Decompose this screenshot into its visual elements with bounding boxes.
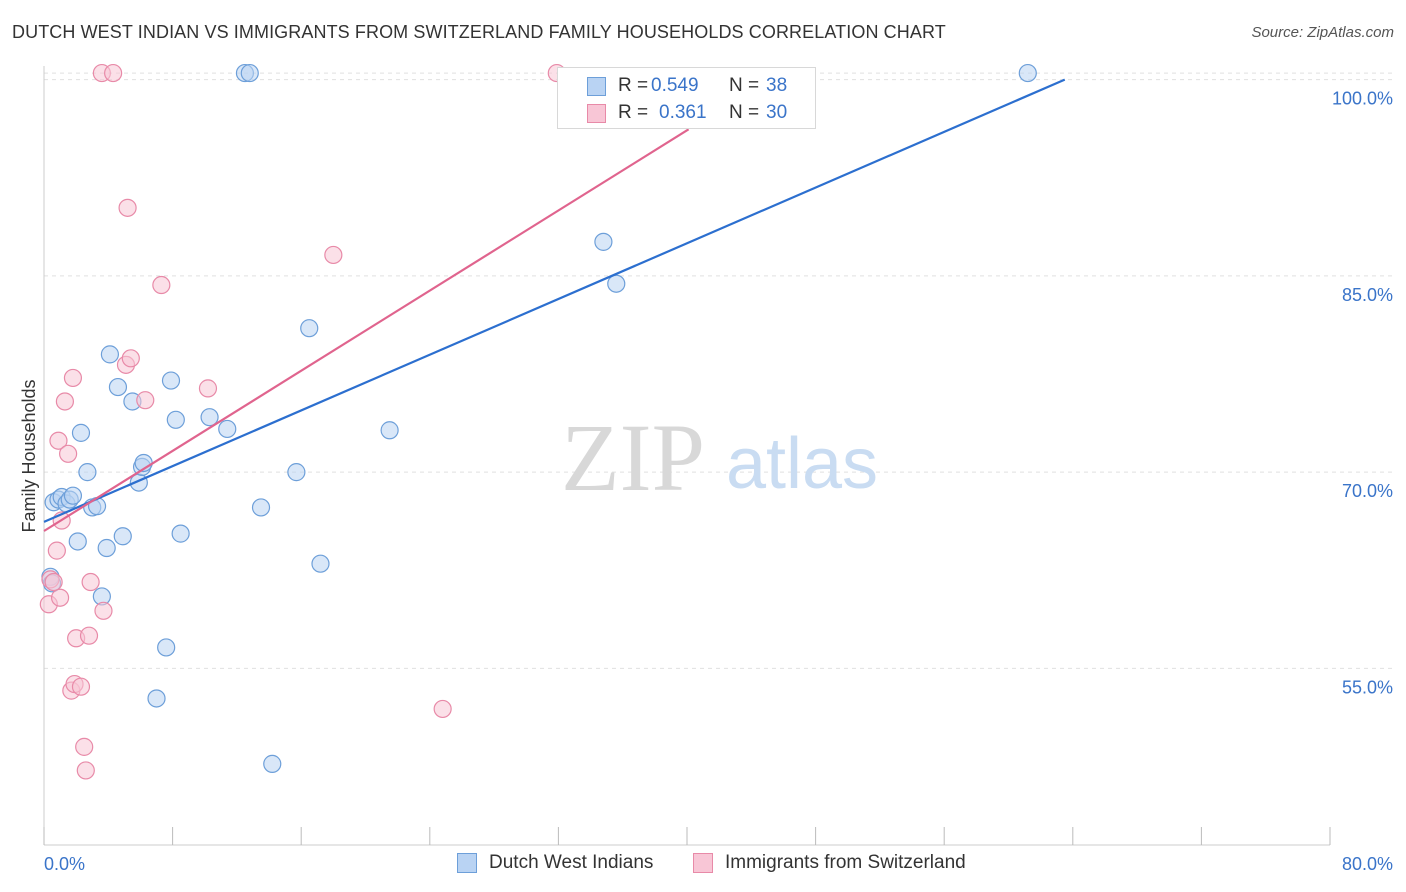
point-immigrants-from-switzerland[interactable] — [94, 601, 113, 620]
n-label: N = — [729, 102, 760, 123]
point-immigrants-from-switzerland[interactable] — [71, 677, 91, 696]
point-immigrants-from-switzerland[interactable] — [104, 63, 123, 83]
point-dutch-west-indians[interactable] — [263, 754, 282, 773]
blue-swatch — [587, 77, 606, 96]
chart-title: DUTCH WEST INDIAN VS IMMIGRANTS FROM SWI… — [12, 22, 946, 42]
point-immigrants-from-switzerland[interactable] — [50, 588, 70, 607]
point-immigrants-from-switzerland[interactable] — [81, 572, 100, 592]
pink-swatch — [587, 104, 606, 123]
point-dutch-west-indians[interactable] — [147, 689, 166, 708]
watermark: ZIP atlas — [561, 404, 878, 511]
point-immigrants-from-switzerland[interactable] — [79, 626, 99, 645]
data-points — [39, 63, 1037, 780]
y-tick-label: 85.0% — [1342, 285, 1393, 305]
point-immigrants-from-switzerland[interactable] — [136, 391, 155, 410]
source-label: Source: ZipAtlas.com — [1251, 24, 1394, 41]
point-dutch-west-indians[interactable] — [380, 421, 399, 440]
point-immigrants-from-switzerland[interactable] — [55, 392, 74, 411]
point-dutch-west-indians[interactable] — [240, 63, 259, 83]
point-immigrants-from-switzerland[interactable] — [121, 349, 140, 368]
point-dutch-west-indians[interactable] — [68, 532, 87, 551]
correlation-legend: R = 0.549 N = 38 R = 0.361 N = 30 — [557, 67, 816, 129]
x-tick-label: 0.0% — [44, 854, 85, 874]
point-immigrants-from-switzerland[interactable] — [433, 699, 452, 719]
point-immigrants-from-switzerland[interactable] — [44, 572, 63, 592]
n-value: 30 — [766, 102, 788, 123]
point-dutch-west-indians[interactable] — [161, 371, 181, 390]
legend-label: Immigrants from Switzerland — [725, 852, 966, 873]
r-label: R = — [618, 75, 649, 96]
point-immigrants-from-switzerland[interactable] — [118, 198, 137, 217]
point-dutch-west-indians[interactable] — [251, 498, 271, 517]
x-tick-label: 80.0% — [1342, 854, 1393, 874]
tick-labels: 55.0% 70.0% 85.0% 100.0% 0.0% 80.0% — [44, 89, 1393, 874]
r-value: 0.549 — [651, 75, 699, 96]
point-dutch-west-indians[interactable] — [78, 463, 97, 482]
point-immigrants-from-switzerland[interactable] — [59, 444, 78, 463]
trend-line-dutch-west-indians — [43, 78, 1066, 523]
point-dutch-west-indians[interactable] — [157, 638, 176, 657]
point-dutch-west-indians[interactable] — [218, 419, 237, 439]
point-dutch-west-indians[interactable] — [300, 319, 319, 338]
point-dutch-west-indians[interactable] — [607, 274, 626, 293]
trend-lines — [43, 78, 1066, 532]
y-tick-label: 100.0% — [1332, 89, 1393, 109]
point-immigrants-from-switzerland[interactable] — [49, 431, 68, 450]
point-immigrants-from-switzerland[interactable] — [324, 245, 343, 265]
n-label: N = — [729, 75, 760, 96]
y-tick-label: 70.0% — [1342, 481, 1393, 501]
gridlines — [44, 72, 1395, 669]
point-immigrants-from-switzerland[interactable] — [76, 761, 95, 780]
r-value: 0.361 — [659, 102, 707, 123]
y-axis-label: Family Households — [19, 379, 39, 532]
point-dutch-west-indians[interactable] — [200, 408, 219, 427]
point-dutch-west-indians[interactable] — [87, 497, 107, 516]
point-immigrants-from-switzerland[interactable] — [198, 379, 218, 398]
point-dutch-west-indians[interactable] — [287, 463, 306, 482]
axes — [43, 66, 1331, 846]
point-dutch-west-indians[interactable] — [1018, 63, 1037, 83]
point-immigrants-from-switzerland[interactable] — [47, 541, 66, 560]
legend-row-pink: R = 0.361 N = 30 — [558, 101, 815, 127]
point-dutch-west-indians[interactable] — [71, 423, 91, 442]
point-dutch-west-indians[interactable] — [63, 486, 83, 505]
watermark-atlas: atlas — [726, 424, 878, 504]
pink-swatch — [693, 853, 713, 873]
n-value: 38 — [766, 75, 788, 96]
legend-label: Dutch West Indians — [489, 852, 654, 873]
point-dutch-west-indians[interactable] — [108, 377, 128, 397]
point-dutch-west-indians[interactable] — [100, 345, 120, 364]
point-immigrants-from-switzerland[interactable] — [63, 368, 83, 388]
point-dutch-west-indians[interactable] — [311, 554, 330, 573]
point-dutch-west-indians[interactable] — [594, 232, 613, 251]
point-dutch-west-indians[interactable] — [97, 538, 116, 558]
blue-swatch — [457, 853, 477, 873]
point-immigrants-from-switzerland[interactable] — [75, 737, 94, 756]
point-dutch-west-indians[interactable] — [166, 410, 185, 429]
point-dutch-west-indians[interactable] — [171, 524, 190, 543]
r-label: R = — [618, 102, 649, 123]
point-immigrants-from-switzerland[interactable] — [152, 275, 171, 295]
y-tick-label: 55.0% — [1342, 677, 1393, 697]
legend-row-blue: R = 0.549 N = 38 — [558, 74, 815, 100]
watermark-zip: ZIP — [561, 404, 705, 511]
point-dutch-west-indians[interactable] — [113, 527, 132, 546]
trend-line-immigrants-from-switzerland — [43, 128, 690, 532]
